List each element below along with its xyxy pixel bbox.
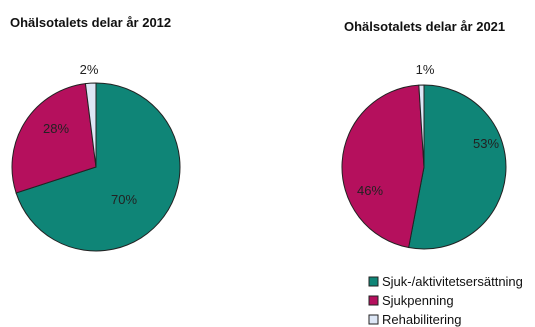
pie-data-label-sjuk-aktivitetsers-ttning: 70% xyxy=(111,192,137,207)
pie-data-label-sjukpenning: 46% xyxy=(357,183,383,198)
pie-data-label-sjuk-aktivitetsers-ttning: 53% xyxy=(473,136,499,151)
chart-title-2012: Ohälsotalets delar år 2012 xyxy=(10,15,171,30)
pie-slice-sjukpenning xyxy=(11,83,97,194)
pie-2021: 53% 46% 1% xyxy=(341,62,507,250)
pie-slice-rehabilitering xyxy=(84,82,97,168)
pie-data-label-rehabilitering: 1% xyxy=(416,62,435,77)
pie-slice-sjuk-aktivitetsers-ttning xyxy=(15,82,181,252)
pie-slice-rehabilitering xyxy=(418,84,425,168)
pie-data-label-sjukpenning: 28% xyxy=(43,121,69,136)
pie-data-label-rehabilitering: 2% xyxy=(80,62,99,77)
legend-swatch-sjukpenning xyxy=(368,295,379,306)
legend-swatch-rehabilitering xyxy=(368,314,379,325)
pie-slice-sjukpenning xyxy=(341,84,425,249)
legend-swatch-sjuk-aktivitet xyxy=(368,276,379,287)
legend: Sjuk-/aktivitetsersättning Sjukpenning R… xyxy=(368,274,523,327)
legend-label-sjuk-aktivitet: Sjuk-/aktivitetsersättning xyxy=(382,274,523,289)
legend-label-sjukpenning: Sjukpenning xyxy=(382,293,454,308)
legend-label-rehabilitering: Rehabilitering xyxy=(382,312,462,327)
pie-2012: 70% 28% 2% xyxy=(11,62,181,252)
pie-slice-sjuk-aktivitetsers-ttning xyxy=(408,84,507,250)
chart-title-2021: Ohälsotalets delar år 2021 xyxy=(344,19,505,34)
